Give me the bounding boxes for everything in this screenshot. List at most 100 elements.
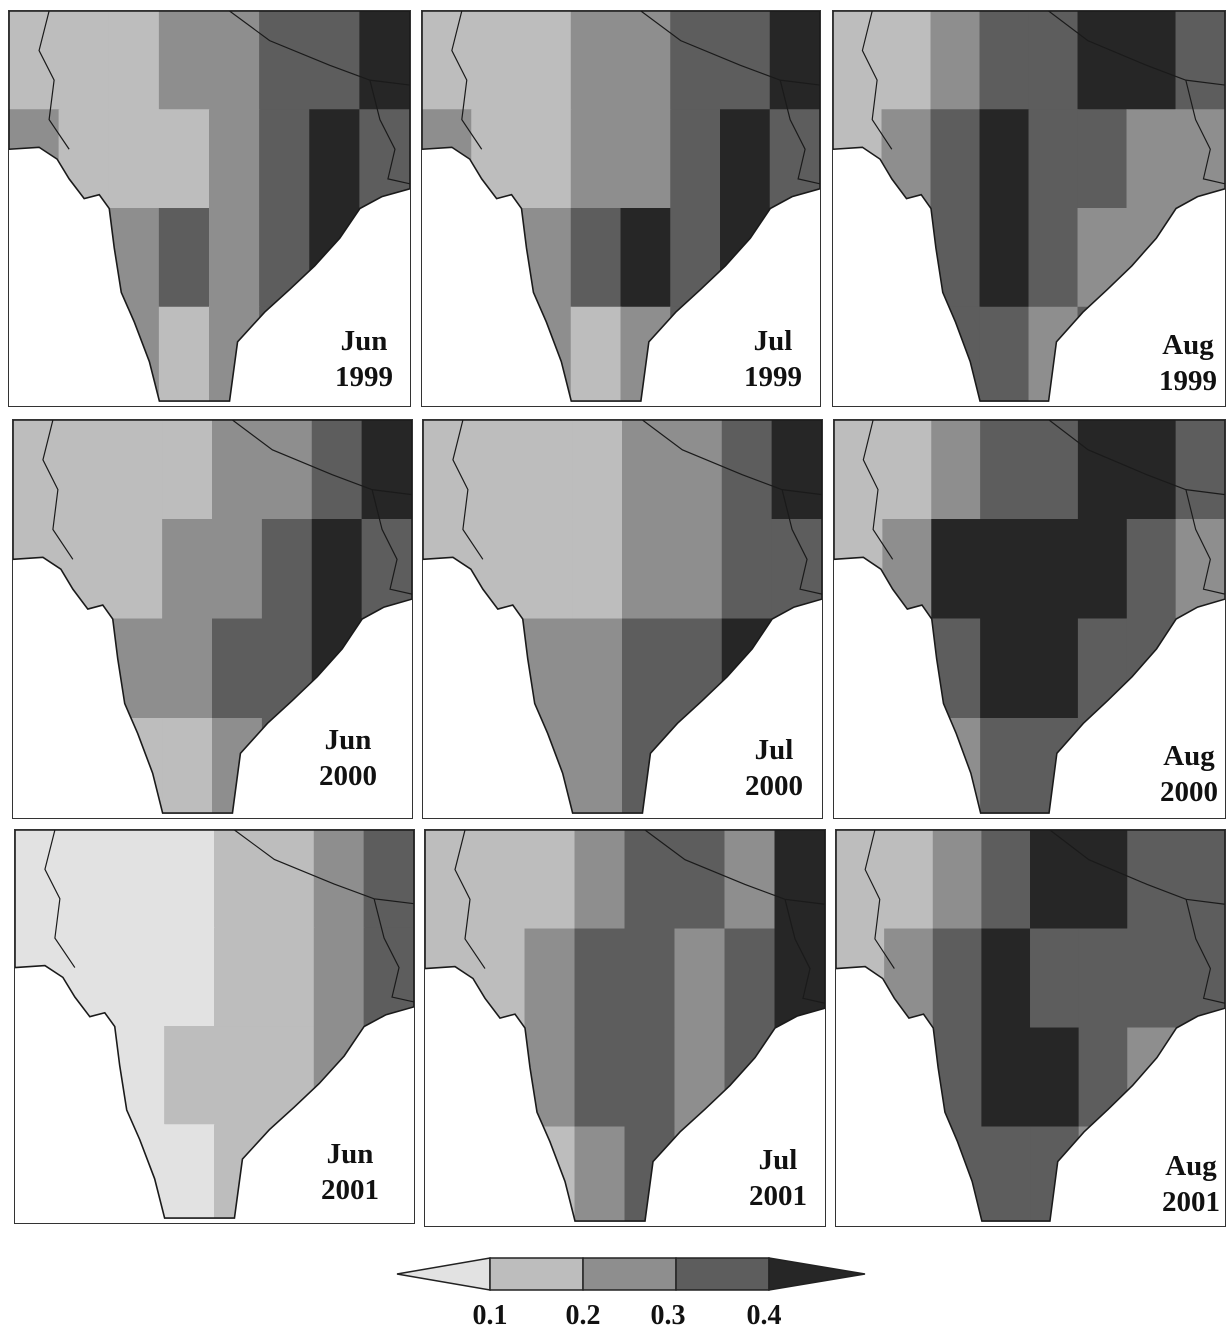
contour-cell <box>58 208 110 308</box>
contour-cell <box>422 306 473 402</box>
contour-cell <box>769 11 820 111</box>
contour-cell <box>1030 1126 1080 1222</box>
contour-cell <box>771 420 822 520</box>
contour-cell <box>259 11 311 111</box>
contour-cell <box>1028 306 1079 402</box>
map-panel-jul-2001: Jul 2001 <box>424 829 826 1227</box>
contour-cell <box>882 718 933 814</box>
coastline <box>833 11 1225 402</box>
contour-cell <box>359 11 410 111</box>
contour-cell <box>1126 109 1177 209</box>
contour-cell <box>62 519 114 620</box>
year-label: 2001 <box>1162 1186 1220 1218</box>
contour-cell <box>1077 208 1128 308</box>
contour-cell <box>263 830 315 929</box>
contour-cell <box>13 718 64 814</box>
colorbar-segment-above-0-4 <box>768 1257 866 1291</box>
contour-cell <box>622 718 673 814</box>
contour-cell <box>522 519 574 620</box>
contour-cell <box>1127 928 1177 1029</box>
contour-cell <box>1175 1027 1225 1128</box>
year-label: 2000 <box>319 760 377 792</box>
contour-cell <box>422 11 473 111</box>
contour-cell <box>472 420 524 520</box>
contour-cell <box>620 11 672 111</box>
map-panel-aug-1999: Aug 1999 <box>832 10 1226 407</box>
country-border <box>38 11 410 185</box>
contour-cell <box>361 519 412 620</box>
contour-cell <box>474 1027 526 1128</box>
contour-cell <box>522 420 574 520</box>
contour-cell <box>979 11 1030 111</box>
contour-map <box>15 830 414 1219</box>
colorbar-tick-0-2: 0.2 <box>565 1300 601 1331</box>
contour-cell <box>1077 306 1128 402</box>
contour-cell <box>261 618 313 719</box>
map-panel-aug-2000: Aug 2000 <box>833 419 1226 819</box>
contour-cell <box>981 1126 1031 1222</box>
contour-cell <box>422 208 473 308</box>
contour-cell <box>570 306 622 402</box>
contour-cell <box>671 519 723 620</box>
contour-cell <box>212 519 263 620</box>
panel-label: Jul 1999 <box>728 323 818 395</box>
contour-cell <box>570 208 622 308</box>
contour-cell <box>162 718 213 814</box>
contour-cell <box>1175 208 1225 308</box>
contour-cell <box>214 1026 265 1126</box>
contour-cell <box>114 830 166 929</box>
contour-cell <box>359 208 410 308</box>
contour-cell <box>882 519 933 620</box>
panel-label: Jul 2000 <box>729 732 819 804</box>
contour-cell <box>309 208 361 308</box>
contour-cell <box>980 618 1030 719</box>
contour-cell <box>774 1027 825 1128</box>
month-label: Jul <box>754 734 794 766</box>
month-label: Aug <box>1163 740 1215 772</box>
contour-cell <box>9 208 60 308</box>
panel-label: Aug 1999 <box>1143 327 1225 399</box>
contour-cell <box>58 109 110 209</box>
contour-cell <box>720 109 771 209</box>
year-label: 1999 <box>744 361 802 393</box>
contour-cell <box>425 1027 476 1128</box>
contour-cell <box>979 306 1030 402</box>
contour-cell <box>361 420 412 520</box>
contour-cell <box>62 718 114 814</box>
contour-cell <box>64 927 116 1027</box>
contour-cell <box>674 928 726 1029</box>
contour-cell <box>572 618 623 719</box>
coastline <box>422 11 820 402</box>
contour-cell <box>15 830 66 929</box>
contour-cell <box>930 11 981 111</box>
panel-label: Jul 2001 <box>733 1142 823 1214</box>
colorbar-segment-0-2-0-3 <box>582 1257 677 1291</box>
contour-cell <box>214 830 265 929</box>
contour-cell <box>670 11 721 111</box>
contour-cell <box>774 928 825 1029</box>
panel-label: Jun 2000 <box>303 722 393 794</box>
contour-cell <box>471 109 522 209</box>
contour-cell <box>158 306 211 402</box>
contour-cell <box>1175 618 1225 719</box>
contour-cell <box>1029 420 1079 520</box>
contour-cell <box>1030 1027 1080 1128</box>
contour-cell <box>836 1027 886 1128</box>
contour-cell <box>112 519 164 620</box>
map-panel-jun-2000: Jun 2000 <box>12 419 413 819</box>
month-label: Jun <box>326 1138 374 1170</box>
contour-cell <box>670 208 721 308</box>
contour-cell <box>112 420 164 520</box>
contour-cell <box>1175 519 1225 620</box>
contour-map <box>836 830 1225 1222</box>
contour-cell <box>313 1026 365 1126</box>
contour-cell <box>980 519 1030 620</box>
contour-cell <box>309 109 361 209</box>
contour-cell <box>981 928 1031 1029</box>
contour-cell <box>572 718 623 814</box>
contour-cell <box>214 927 265 1027</box>
contour-map <box>9 11 410 402</box>
contour-cell <box>363 830 414 929</box>
contour-cell <box>164 1124 215 1219</box>
contour-cell <box>774 830 825 930</box>
